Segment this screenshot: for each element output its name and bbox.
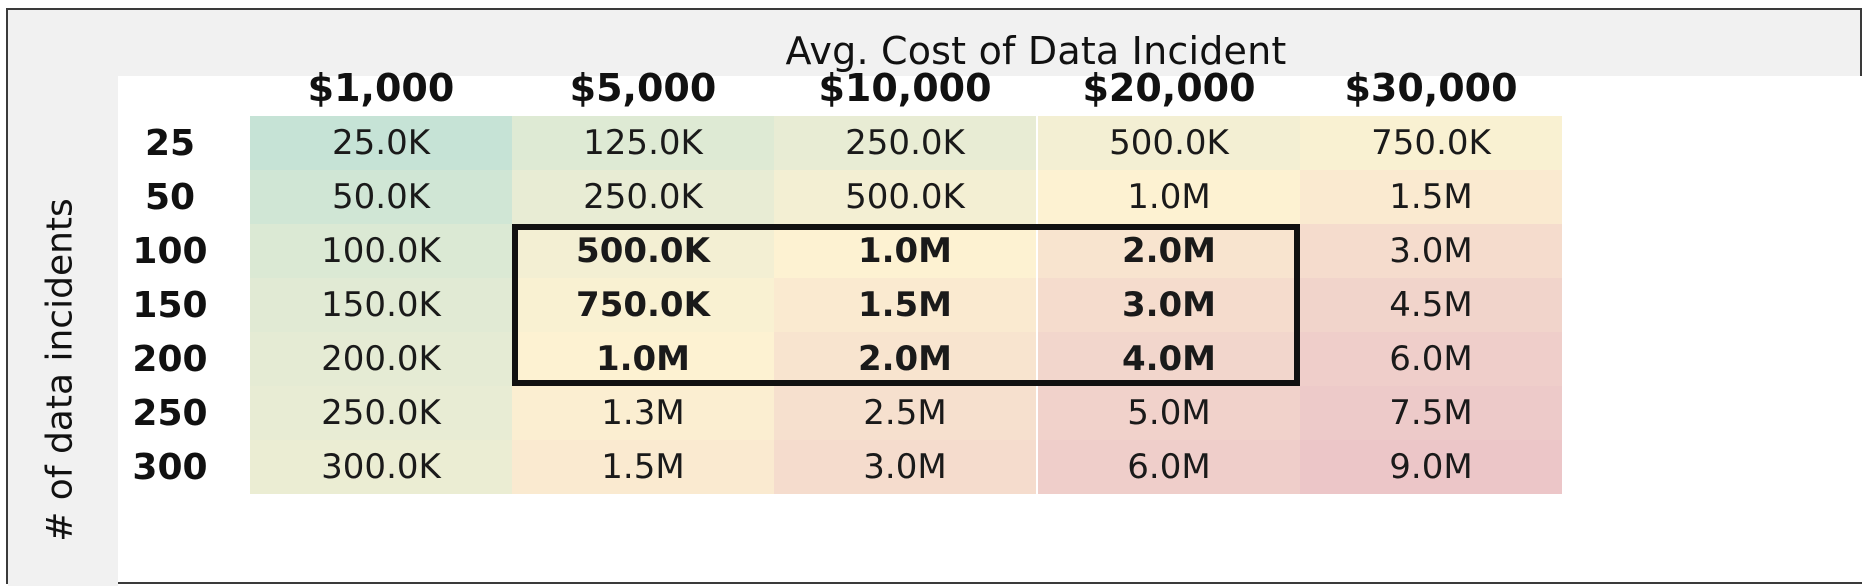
column-header: $20,000 — [1082, 66, 1256, 110]
heatmap-cell: 500.0K — [774, 170, 1036, 224]
heatmap-cell: 3.0M — [1300, 224, 1562, 278]
heatmap-cell: 1.5M — [774, 278, 1036, 332]
heatmap-cell: 50.0K — [250, 170, 512, 224]
chart-title: Avg. Cost of Data Incident — [785, 29, 1287, 73]
heatmap-cell: 1.5M — [1300, 170, 1562, 224]
heatmap-cell: 2.0M — [1038, 224, 1300, 278]
row-header: 100 — [132, 230, 208, 272]
column-header: $10,000 — [818, 66, 992, 110]
ylabel-strip — [8, 10, 118, 586]
heatmap-cell: 750.0K — [512, 278, 774, 332]
heatmap-cell: 500.0K — [512, 224, 774, 278]
column-header: $5,000 — [569, 66, 717, 110]
heatmap-cell: 1.5M — [512, 440, 774, 494]
column-header: $1,000 — [307, 66, 455, 110]
y-axis-label: # of data incidents — [39, 198, 81, 542]
heatmap-cell: 750.0K — [1300, 116, 1562, 170]
heatmap-cell: 6.0M — [1300, 332, 1562, 386]
heatmap-cell: 2.0M — [774, 332, 1036, 386]
x-axis-title: Avg. Cost of Data Incident — [8, 18, 1864, 84]
heatmap-cell: 2.5M — [774, 386, 1036, 440]
heatmap-cell: 1.0M — [1038, 170, 1300, 224]
heatmap-cell: 500.0K — [1038, 116, 1300, 170]
column-header: $30,000 — [1344, 66, 1518, 110]
heatmap-cell: 4.5M — [1300, 278, 1562, 332]
row-header: 200 — [132, 338, 208, 380]
heatmap-cell: 6.0M — [1038, 440, 1300, 494]
heatmap-cell: 25.0K — [250, 116, 512, 170]
heatmap-cell: 1.3M — [512, 386, 774, 440]
heatmap-cell: 250.0K — [774, 116, 1036, 170]
heatmap-cell: 250.0K — [512, 170, 774, 224]
heatmap-frame: # of data incidents Avg. Cost of Data In… — [6, 8, 1864, 586]
heatmap-cell: 5.0M — [1038, 386, 1300, 440]
heatmap-cell: 1.0M — [774, 224, 1036, 278]
heatmap-cell: 1.0M — [512, 332, 774, 386]
heatmap-cell: 3.0M — [1038, 278, 1300, 332]
heatmap-cell: 7.5M — [1300, 386, 1562, 440]
heatmap-cell: 4.0M — [1038, 332, 1300, 386]
heatmap-cell: 125.0K — [512, 116, 774, 170]
heatmap-cell: 150.0K — [250, 278, 512, 332]
row-header: 25 — [144, 122, 196, 164]
heatmap-cell: 3.0M — [774, 440, 1036, 494]
row-header: 250 — [132, 392, 208, 434]
heatmap-cell: 300.0K — [250, 440, 512, 494]
row-header: 50 — [144, 176, 196, 218]
heatmap-cell: 100.0K — [250, 224, 512, 278]
row-header: 150 — [132, 284, 208, 326]
heatmap-cell: 9.0M — [1300, 440, 1562, 494]
row-header: 300 — [132, 446, 208, 488]
heatmap-cell: 250.0K — [250, 386, 512, 440]
heatmap-cell: 200.0K — [250, 332, 512, 386]
